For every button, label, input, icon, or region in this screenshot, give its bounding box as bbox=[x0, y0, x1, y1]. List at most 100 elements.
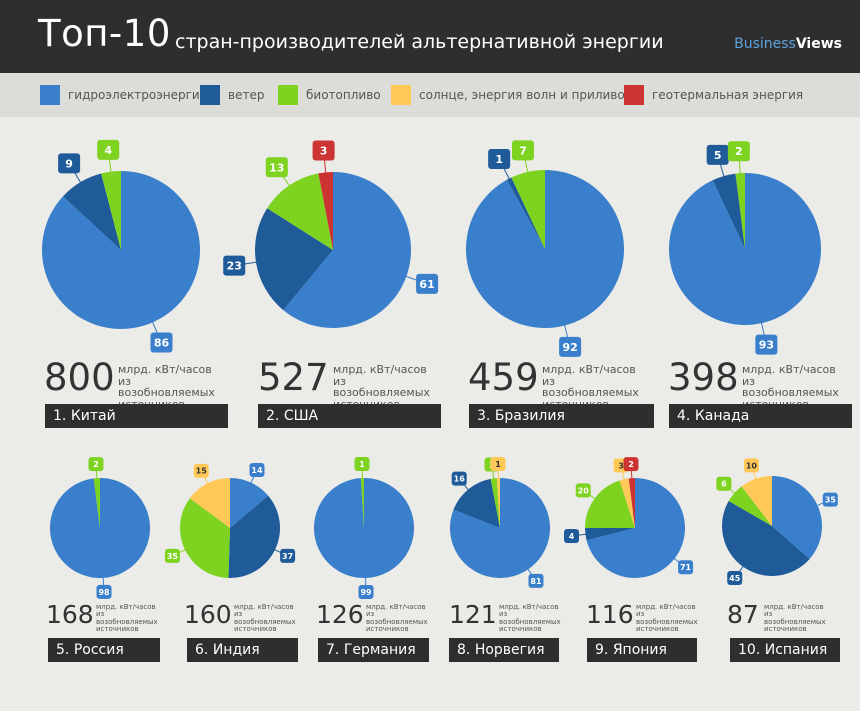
page-subtitle: стран-производителей альтернативной энер… bbox=[175, 31, 664, 53]
callout-badge bbox=[358, 584, 374, 599]
callout-value: 4 bbox=[104, 144, 112, 157]
callout-badge bbox=[96, 584, 112, 599]
legend-label: солнце, энергия волн и приливов bbox=[419, 88, 632, 102]
callout-badge bbox=[193, 463, 209, 478]
callout-badge bbox=[312, 140, 335, 161]
callout-badge bbox=[727, 141, 750, 162]
callout-value: 13 bbox=[269, 161, 284, 174]
brand-views: Views bbox=[795, 36, 842, 52]
legend-item-biofuel: биотопливо bbox=[278, 85, 381, 105]
callout-badge bbox=[755, 334, 778, 355]
country-label: 1. Китай bbox=[45, 404, 228, 428]
country-label: 4. Канада bbox=[669, 404, 852, 428]
total-value: 116 bbox=[586, 600, 634, 629]
callout-badge bbox=[265, 157, 288, 178]
pie-2: 61 23 13 3 bbox=[223, 140, 439, 328]
callout-value: 81 bbox=[530, 577, 542, 586]
country-label: 2. США bbox=[258, 404, 441, 428]
callout-badge bbox=[564, 529, 580, 544]
callout-badge bbox=[354, 457, 370, 472]
callout-value: 4 bbox=[569, 532, 575, 541]
legend-swatch bbox=[391, 85, 411, 105]
pie-4: 93 5 2 bbox=[668, 141, 821, 355]
legend-item-hydro: гидроэлектроэнергия bbox=[40, 85, 207, 105]
pie-slice-9-2 bbox=[585, 480, 635, 528]
callout-value: 35 bbox=[167, 552, 179, 561]
pie-slice-1-1 bbox=[62, 173, 121, 250]
country-label: 10. Испания bbox=[730, 638, 840, 662]
callout-badge bbox=[249, 462, 265, 477]
callout-value: 15 bbox=[196, 467, 208, 476]
pie-slice-7-0 bbox=[313, 478, 414, 578]
callout-value: 2 bbox=[93, 460, 99, 469]
brand-logo: BusinessViews bbox=[734, 36, 842, 52]
callout-badge bbox=[223, 255, 246, 276]
callout-badge bbox=[727, 571, 743, 586]
callout-value: 35 bbox=[825, 495, 837, 504]
pie-slice-7-2 bbox=[360, 478, 364, 528]
country-label: 3. Бразилия bbox=[469, 404, 654, 428]
total-value: 160 bbox=[184, 600, 232, 629]
pie-slice-4-1 bbox=[712, 173, 745, 249]
callout-value: 1 bbox=[495, 153, 503, 166]
total-value: 121 bbox=[449, 600, 497, 629]
callout-value: 14 bbox=[251, 466, 263, 475]
callout-badge bbox=[706, 144, 729, 165]
country-label: 8. Норвегия bbox=[449, 638, 559, 662]
callout-value: 1 bbox=[359, 460, 365, 469]
country-label: 5. Россия bbox=[48, 638, 160, 662]
pie-slice-2-0 bbox=[283, 172, 411, 328]
callout-badge bbox=[164, 548, 180, 563]
callout-badge bbox=[822, 492, 838, 507]
callout-badge bbox=[488, 149, 511, 170]
callout-value: 86 bbox=[154, 336, 170, 349]
callout-badge bbox=[559, 336, 582, 357]
country-label: 6. Индия bbox=[187, 638, 298, 662]
callout-value: 37 bbox=[282, 552, 293, 561]
callout-value: 7 bbox=[519, 144, 527, 157]
pie-3: 92 1 7 bbox=[466, 140, 624, 357]
pie-slice-10-1 bbox=[722, 501, 810, 576]
total-value: 168 bbox=[46, 600, 94, 629]
total-value: 527 bbox=[258, 356, 329, 399]
total-value: 126 bbox=[316, 600, 364, 629]
legend-swatch bbox=[200, 85, 220, 105]
legend-item-geothermal: геотермальная энергия bbox=[624, 85, 803, 105]
country-label: 9. Япония bbox=[587, 638, 697, 662]
header: Топ-10 стран-производителей альтернативн… bbox=[0, 0, 860, 73]
callout-value: 99 bbox=[360, 588, 372, 597]
pie-slice-5-0 bbox=[49, 478, 150, 578]
pie-8: 811621 bbox=[450, 457, 550, 588]
callout-badge bbox=[743, 458, 759, 473]
callout-badge bbox=[58, 153, 81, 174]
pie-1: 86 9 4 bbox=[41, 139, 200, 353]
pie-slice-6-1 bbox=[228, 495, 280, 578]
legend-label: гидроэлектроэнергия bbox=[68, 88, 207, 102]
callout-value: 3 bbox=[320, 144, 328, 157]
callout-value: 2 bbox=[628, 460, 634, 469]
pie-slice-6-0 bbox=[230, 478, 269, 528]
callout-value: 2 bbox=[735, 145, 743, 158]
pie-10: 35 45 6 10 bbox=[716, 458, 838, 586]
pie-slice-3-2 bbox=[511, 170, 545, 249]
legend-swatch bbox=[624, 85, 644, 105]
callout-value: 5 bbox=[714, 149, 722, 162]
total-value: 459 bbox=[468, 356, 539, 399]
pie-slice-9-0 bbox=[586, 478, 685, 578]
pie-5: 98 2 bbox=[49, 457, 150, 599]
pie-slice-8-3 bbox=[496, 478, 500, 528]
callout-value: 93 bbox=[759, 339, 774, 352]
total-value: 398 bbox=[668, 356, 739, 399]
country-label: 7. Германия bbox=[318, 638, 429, 662]
callout-value: 6 bbox=[721, 480, 727, 489]
callout-badge bbox=[150, 332, 173, 353]
callout-value: 71 bbox=[680, 563, 692, 572]
callout-badge bbox=[97, 139, 120, 160]
legend: гидроэлектроэнергия ветер биотопливо сол… bbox=[0, 73, 860, 117]
callout-badge bbox=[280, 548, 296, 563]
